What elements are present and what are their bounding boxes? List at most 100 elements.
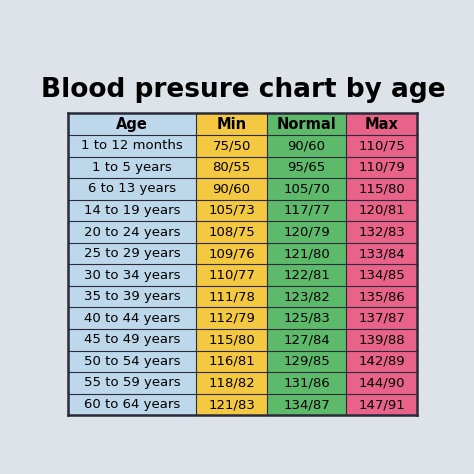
Text: 111/78: 111/78 [208,290,255,303]
Text: 134/85: 134/85 [358,269,405,282]
Text: 30 to 34 years: 30 to 34 years [84,269,181,282]
Text: 135/86: 135/86 [358,290,405,303]
Bar [196,351,267,372]
Bar [196,135,267,156]
Bar [196,200,267,221]
Bar [68,156,196,178]
Text: 147/91: 147/91 [358,398,405,411]
Text: 142/89: 142/89 [358,355,405,368]
Text: 122/81: 122/81 [283,269,330,282]
Text: 117/77: 117/77 [283,204,330,217]
Bar [346,243,418,264]
Text: Blood presure chart by age: Blood presure chart by age [41,77,445,103]
Bar [267,372,346,394]
Text: 115/80: 115/80 [208,333,255,346]
Bar [267,135,346,156]
Bar [267,329,346,351]
Bar [196,372,267,394]
Bar [346,200,418,221]
Text: 121/80: 121/80 [283,247,330,260]
Text: 45 to 49 years: 45 to 49 years [84,333,180,346]
Text: 40 to 44 years: 40 to 44 years [84,312,180,325]
Text: 1 to 5 years: 1 to 5 years [92,161,172,174]
Text: 129/85: 129/85 [283,355,330,368]
Bar [267,156,346,178]
Text: 90/60: 90/60 [288,139,326,152]
Text: 95/65: 95/65 [288,161,326,174]
Bar [267,308,346,329]
Bar [68,135,196,156]
Bar [267,286,346,308]
Text: 1 to 12 months: 1 to 12 months [81,139,183,152]
Text: 110/79: 110/79 [358,161,405,174]
Bar [346,351,418,372]
Text: 25 to 29 years: 25 to 29 years [84,247,181,260]
Text: 125/83: 125/83 [283,312,330,325]
Text: 127/84: 127/84 [283,333,330,346]
Text: 109/76: 109/76 [208,247,255,260]
Text: 123/82: 123/82 [283,290,330,303]
Text: 14 to 19 years: 14 to 19 years [84,204,181,217]
Text: 110/75: 110/75 [358,139,405,152]
Bar [68,286,196,308]
Bar [267,200,346,221]
Bar [68,264,196,286]
Bar [68,351,196,372]
Bar [68,200,196,221]
Text: 144/90: 144/90 [358,376,405,390]
Text: 116/81: 116/81 [208,355,255,368]
Bar [346,264,418,286]
Bar [68,372,196,394]
Text: 6 to 13 years: 6 to 13 years [88,182,176,195]
Bar [68,308,196,329]
Bar [267,243,346,264]
Text: 110/77: 110/77 [208,269,255,282]
Text: 115/80: 115/80 [358,182,405,195]
Text: 108/75: 108/75 [208,226,255,238]
Bar [68,221,196,243]
Text: 120/79: 120/79 [283,226,330,238]
Bar [68,243,196,264]
Text: 90/60: 90/60 [212,182,251,195]
Text: Normal: Normal [277,117,337,132]
Text: 120/81: 120/81 [358,204,405,217]
Bar [267,221,346,243]
Text: 55 to 59 years: 55 to 59 years [84,376,181,390]
Text: 121/83: 121/83 [208,398,255,411]
Bar [346,329,418,351]
Bar [196,113,267,135]
Bar [196,178,267,200]
Bar [346,221,418,243]
Bar [196,221,267,243]
Bar [196,329,267,351]
Bar [196,264,267,286]
Text: 60 to 64 years: 60 to 64 years [84,398,180,411]
Text: 132/83: 132/83 [358,226,405,238]
Bar [68,329,196,351]
Bar [346,135,418,156]
Text: Min: Min [217,117,246,132]
Text: 112/79: 112/79 [208,312,255,325]
Text: 118/82: 118/82 [208,376,255,390]
Text: 35 to 39 years: 35 to 39 years [84,290,181,303]
Bar [346,286,418,308]
Text: 20 to 24 years: 20 to 24 years [84,226,181,238]
Bar [196,156,267,178]
Text: 75/50: 75/50 [212,139,251,152]
Bar [346,113,418,135]
Text: 134/87: 134/87 [283,398,330,411]
Bar [68,394,196,415]
Text: 133/84: 133/84 [358,247,405,260]
Text: 137/87: 137/87 [358,312,405,325]
Text: Age: Age [116,117,148,132]
Text: 50 to 54 years: 50 to 54 years [84,355,181,368]
Bar [196,286,267,308]
Bar [346,178,418,200]
Bar [267,351,346,372]
Text: 139/88: 139/88 [358,333,405,346]
Bar [68,113,196,135]
Bar [267,264,346,286]
Text: 105/73: 105/73 [208,204,255,217]
Bar [267,178,346,200]
Bar [196,243,267,264]
